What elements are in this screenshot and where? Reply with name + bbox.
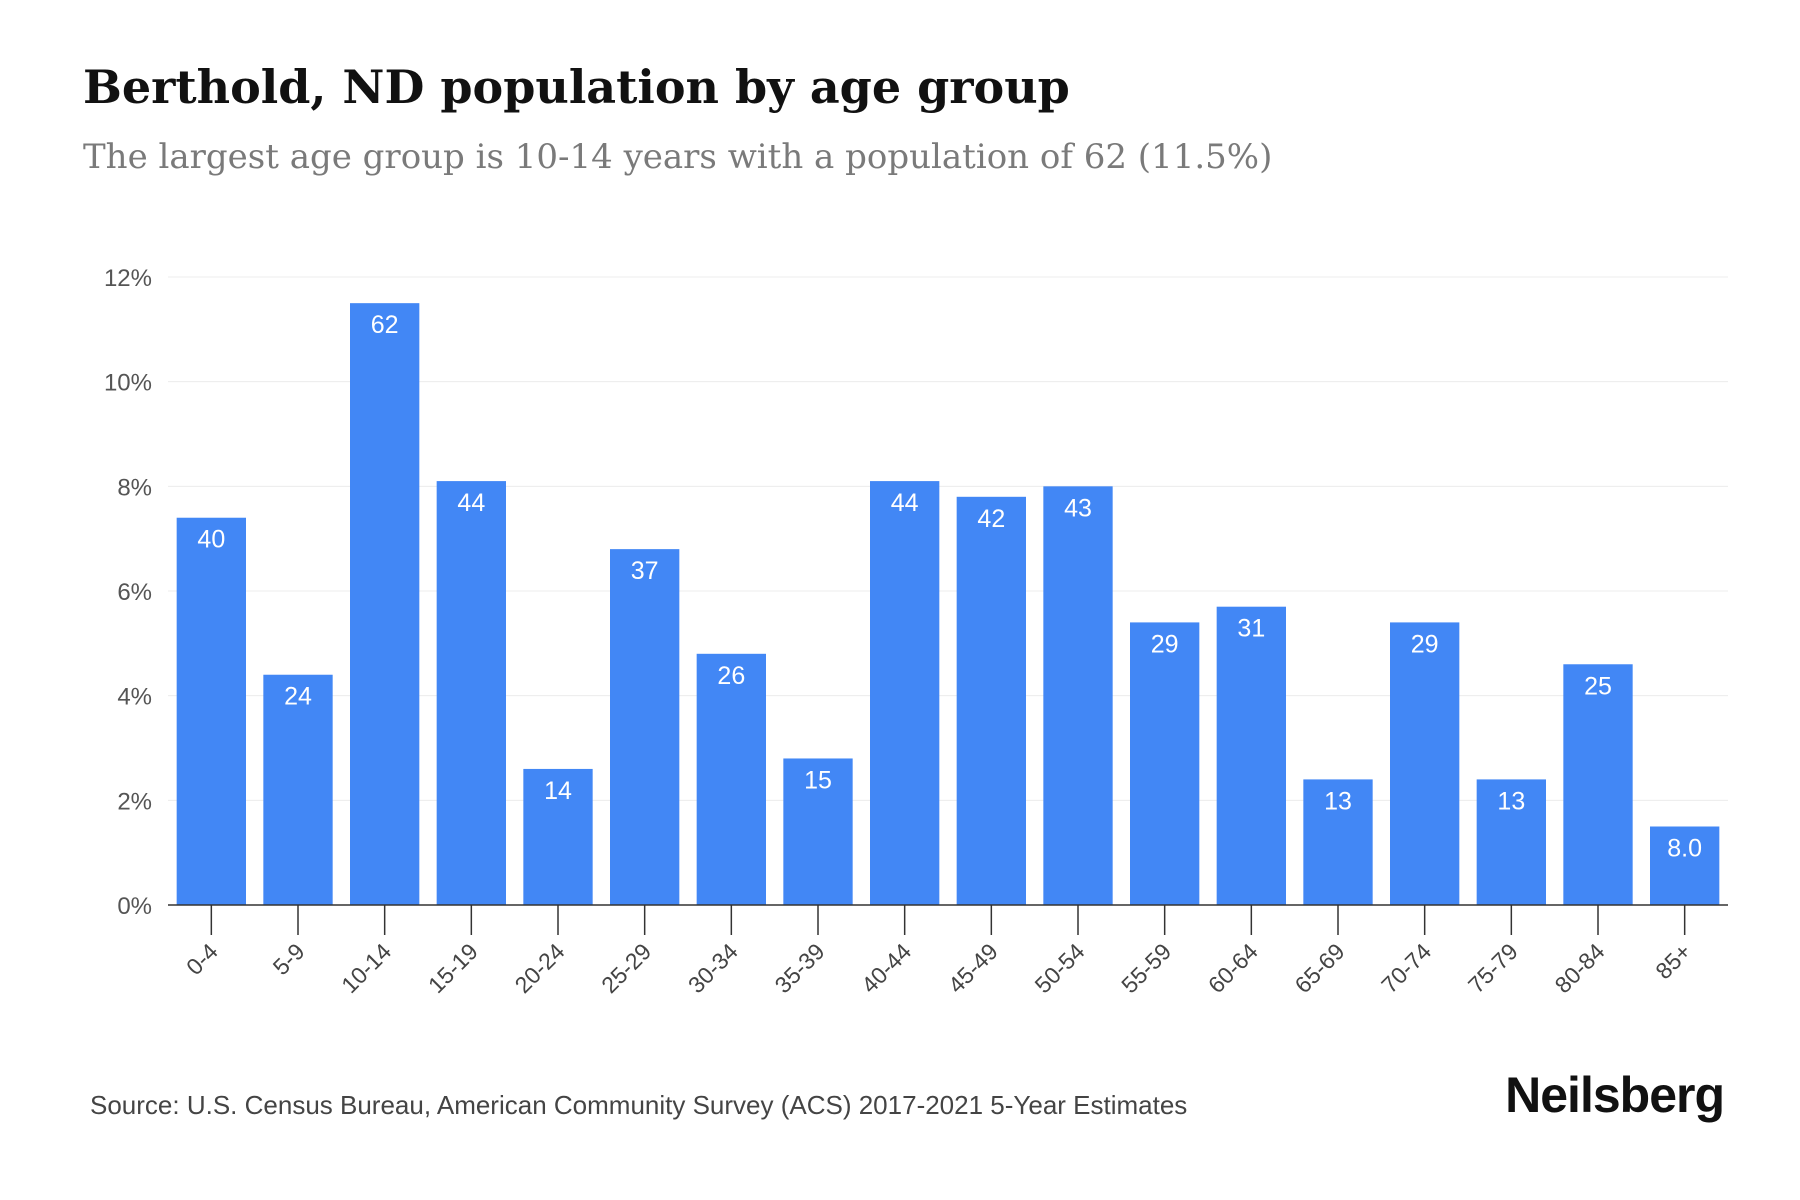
bar-75-79 [1476, 779, 1546, 905]
x-tick-label: 70-74 [1376, 938, 1436, 998]
bar-0-4 [176, 517, 246, 905]
bar-value-label: 44 [457, 489, 485, 517]
x-tick-label: 65-69 [1290, 938, 1350, 998]
chart-title: Berthold, ND population by age group [83, 60, 1070, 114]
bar-value-label: 14 [544, 777, 572, 805]
bar-10-14 [350, 303, 420, 906]
bar-20-24 [523, 768, 593, 905]
bar-value-label: 24 [284, 683, 312, 711]
chart-subtitle: The largest age group is 10-14 years wit… [83, 137, 1273, 177]
y-tick-label: 4% [117, 684, 152, 711]
bar-60-64 [1216, 606, 1286, 905]
bar-value-label: 31 [1237, 615, 1265, 643]
x-tick-label: 40-44 [856, 938, 916, 998]
bar-45-49 [956, 496, 1026, 905]
bar-15-19 [436, 481, 506, 905]
grid-lines [168, 276, 1728, 801]
x-tick-label: 35-39 [770, 938, 830, 998]
x-tick-label: 50-54 [1030, 938, 1090, 998]
x-axis [168, 904, 1728, 935]
bar-30-34 [696, 653, 766, 905]
y-tick-label: 8% [117, 474, 152, 501]
bar-value-label: 29 [1411, 630, 1439, 658]
bar-55-59 [1130, 622, 1200, 905]
y-tick-label: 12% [104, 265, 152, 292]
bar-5-9 [263, 674, 333, 905]
x-tick-label: 15-19 [423, 938, 483, 998]
bar-value-label: 25 [1584, 672, 1612, 700]
bars [176, 303, 1720, 906]
bar-25-29 [610, 549, 680, 905]
bar-value-label: 29 [1151, 630, 1179, 658]
x-tick-label: 20-24 [510, 938, 570, 998]
x-tick-label: 45-49 [943, 938, 1003, 998]
source-note: Source: U.S. Census Bureau, American Com… [90, 1090, 1188, 1120]
bar-value-label: 8.0 [1667, 835, 1702, 863]
bar-70-74 [1390, 622, 1460, 905]
bar-value-label: 44 [891, 489, 919, 517]
bar-value-label: 42 [977, 505, 1005, 533]
x-tick-label: 75-79 [1463, 938, 1523, 998]
bar-value-label: 37 [631, 557, 659, 585]
y-tick-label: 0% [117, 893, 152, 920]
x-tick-label: 5-9 [268, 938, 310, 980]
bar-value-label: 26 [717, 662, 745, 690]
bar-50-54 [1043, 486, 1113, 905]
x-tick-label: 85+ [1650, 938, 1696, 984]
bar-35-39 [783, 758, 853, 905]
bar-80-84 [1563, 664, 1633, 905]
y-axis-tick-labels: 0% 2% 4% 6% 8% 10% 12% [104, 265, 152, 920]
x-tick-label: 10-14 [336, 938, 396, 998]
bar-value-label: 13 [1324, 787, 1352, 815]
y-tick-label: 10% [104, 370, 152, 397]
bar-65-69 [1303, 779, 1373, 905]
y-tick-label: 2% [117, 788, 152, 815]
bar-40-44 [870, 481, 940, 905]
x-axis-tick-labels: 0-4 5-9 10-14 15-19 20-24 25-29 30-34 35-39 40-4… [181, 938, 1696, 998]
x-tick-label: 80-84 [1550, 938, 1610, 998]
bar-chart: 0% 2% 4% 6% 8% 10% 12% 40 24 62 44 14 37 26 15 44 42 43 2… [104, 265, 1728, 998]
bar-value-label: 43 [1064, 494, 1092, 522]
x-tick-label: 60-64 [1203, 938, 1263, 998]
bar-value-label: 13 [1497, 787, 1525, 815]
bar-value-label: 40 [197, 526, 225, 554]
x-tick-label: 30-34 [683, 938, 743, 998]
bar-value-labels: 40 24 62 44 14 37 26 15 44 42 43 29 31 13 29 13 25 8.0 [197, 311, 1702, 862]
bar-85+ [1650, 826, 1720, 905]
x-tick-label: 55-59 [1116, 938, 1176, 998]
y-tick-label: 6% [117, 579, 152, 606]
bar-value-label: 15 [804, 766, 832, 794]
bar-value-label: 62 [371, 311, 399, 339]
x-tick-label: 25-29 [596, 938, 656, 998]
x-tick-label: 0-4 [181, 938, 223, 980]
brand-logo: Neilsberg [1505, 1067, 1725, 1123]
